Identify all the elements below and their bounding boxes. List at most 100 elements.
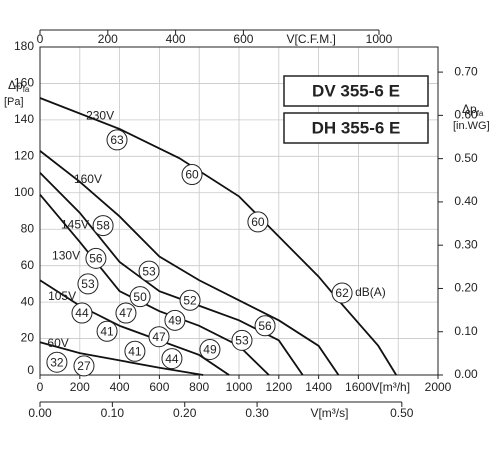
model-label: DH 355-6 E — [312, 118, 401, 137]
db-marker — [231, 329, 253, 351]
m3s-tick-label: 0.50 — [390, 406, 414, 420]
cfm-axis-label: V[C.F.M.] — [287, 32, 336, 46]
y-tick-label: 120 — [14, 149, 34, 163]
y2-label-sub: fa — [477, 109, 484, 118]
x-tick-label: 1000 — [226, 380, 253, 394]
fan-curve — [39, 150, 340, 376]
y-tick-label: 160 — [14, 76, 34, 90]
db-marker — [181, 164, 203, 186]
y2-axis-label: Δpfa — [462, 102, 484, 118]
db-marker — [138, 260, 160, 282]
db-marker — [164, 309, 186, 331]
y-label: Δp — [8, 78, 23, 92]
db-label: 53 — [235, 334, 249, 348]
y2-tick-label: 0.60 — [454, 108, 478, 122]
m3s-tick-label: 0.20 — [173, 406, 197, 420]
y-tick-label: 40 — [21, 294, 35, 308]
db-marker — [77, 273, 99, 295]
db-marker — [115, 302, 137, 324]
x-tick-label: 2000 — [425, 380, 452, 394]
db-marker — [124, 340, 146, 362]
y-label-sub: fa — [23, 85, 30, 94]
curve-label: 130V — [52, 249, 80, 263]
x-tick-label: 1200 — [265, 380, 292, 394]
db-marker — [96, 320, 118, 342]
y-tick-label: 0 — [27, 363, 34, 377]
db-label: 52 — [183, 293, 197, 307]
x-axis-label: V[m³/h] — [371, 380, 410, 394]
model-label: DV 355-6 E — [312, 81, 400, 100]
db-marker — [148, 326, 170, 348]
model-box — [283, 75, 429, 107]
db-label: 58 — [96, 219, 110, 233]
cfm-tick-label: 200 — [98, 32, 118, 46]
plot: 020406080100120140160180Δpfa[Pa]0.000.10… — [4, 29, 490, 420]
y2-tick-label: 0.30 — [454, 237, 478, 251]
db-marker — [92, 215, 114, 237]
db-label: 47 — [119, 306, 133, 320]
y2-tick-label: 0.50 — [454, 151, 478, 165]
y2-tick-label: 0.10 — [454, 324, 478, 338]
db-label: 49 — [203, 343, 217, 357]
y-tick-label: 20 — [21, 331, 35, 345]
m3s-axis-label: V[m³/s] — [310, 406, 348, 420]
y2-axis-unit: [in.WG] — [453, 120, 490, 132]
curve-label: 160V — [74, 172, 102, 186]
y2-tick-label: 0.00 — [454, 367, 478, 381]
db-marker — [85, 247, 107, 269]
x-tick-label: 800 — [189, 380, 209, 394]
db-marker — [106, 129, 128, 151]
x-tick-label: 600 — [149, 380, 169, 394]
x-tick-label: 400 — [110, 380, 130, 394]
db-marker — [247, 211, 269, 233]
db-label: 63 — [110, 133, 124, 147]
fan-curve — [39, 341, 204, 376]
db-marker — [161, 348, 183, 370]
cfm-tick-label: 600 — [233, 32, 253, 46]
y-axis-unit: [Pa] — [4, 96, 24, 108]
model-box — [283, 112, 429, 144]
m3s-tick-label: 0.10 — [101, 406, 125, 420]
db-marker — [179, 289, 201, 311]
db-marker — [254, 315, 276, 337]
db-label: 53 — [142, 264, 156, 278]
y-tick-label: 100 — [14, 185, 34, 199]
y-tick-label: 60 — [21, 258, 35, 272]
db-label: 62 — [335, 286, 349, 300]
db-marker — [199, 338, 221, 360]
fan-curve — [39, 172, 304, 376]
db-label: 60 — [185, 168, 199, 182]
db-label: 53 — [81, 277, 95, 291]
db-marker — [73, 355, 95, 377]
x-tick-label: 200 — [70, 380, 90, 394]
cfm-tick-label: 1000 — [366, 32, 393, 46]
curve-label: 105V — [48, 289, 76, 303]
db-label: 47 — [152, 330, 166, 344]
y2-label: Δp — [462, 102, 477, 116]
db-marker — [331, 282, 353, 304]
db-label: 44 — [165, 352, 179, 366]
db-unit: dB(A) — [355, 285, 386, 299]
fan-curve — [39, 97, 397, 376]
y-tick-label: 140 — [14, 112, 34, 126]
x-tick-label: 0 — [37, 380, 44, 394]
x-tick-label: 1600 — [345, 380, 372, 394]
y2-tick-label: 0.40 — [454, 194, 478, 208]
db-label: 32 — [50, 355, 64, 369]
db-label: 60 — [251, 215, 265, 229]
fan-curve — [39, 279, 230, 376]
x-tick-label: 1400 — [305, 380, 332, 394]
db-label: 56 — [89, 252, 103, 266]
db-marker — [46, 351, 68, 373]
db-label: 56 — [258, 319, 272, 333]
db-marker — [71, 302, 93, 324]
db-label: 44 — [75, 306, 89, 320]
y-axis-label: Δpfa — [8, 78, 30, 94]
m3s-tick-label: 0.00 — [28, 406, 52, 420]
curve-label: 230V — [86, 108, 114, 122]
y-tick-label: 180 — [14, 39, 34, 53]
db-label: 49 — [168, 314, 182, 328]
cfm-tick-label: 400 — [166, 32, 186, 46]
curve-label: 60V — [47, 336, 68, 350]
